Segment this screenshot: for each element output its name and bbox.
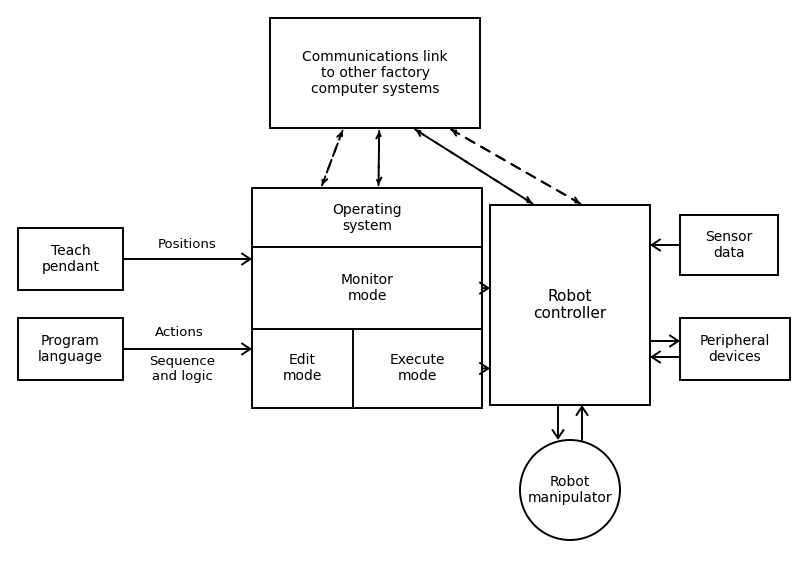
Bar <box>18 318 123 380</box>
Circle shape <box>520 440 620 540</box>
FancyArrowPatch shape <box>480 363 489 374</box>
Text: Operating
system: Operating system <box>332 203 402 233</box>
FancyArrowPatch shape <box>652 240 680 251</box>
Bar <box>270 18 480 128</box>
FancyArrowPatch shape <box>650 335 679 346</box>
Text: Communications link
to other factory
computer systems: Communications link to other factory com… <box>302 50 448 96</box>
Bar <box>680 318 790 380</box>
Text: Program
language: Program language <box>38 334 103 364</box>
Text: Peripheral
devices: Peripheral devices <box>700 334 770 364</box>
Text: Actions: Actions <box>155 326 204 339</box>
Bar <box>18 228 123 290</box>
Text: Positions: Positions <box>158 238 217 251</box>
Text: Sensor
data: Sensor data <box>705 230 753 260</box>
FancyArrowPatch shape <box>123 343 250 354</box>
Bar <box>490 205 650 405</box>
Bar <box>252 188 482 408</box>
FancyArrowPatch shape <box>576 407 588 440</box>
FancyArrowPatch shape <box>652 352 680 363</box>
Text: Edit
mode: Edit mode <box>283 353 322 384</box>
Text: Robot
controller: Robot controller <box>534 289 607 321</box>
FancyArrowPatch shape <box>480 283 489 294</box>
Text: Execute
mode: Execute mode <box>390 353 445 384</box>
Text: Monitor
mode: Monitor mode <box>341 273 394 303</box>
Bar <box>680 215 778 275</box>
Text: Teach
pendant: Teach pendant <box>42 244 100 274</box>
Text: Robot
manipulator: Robot manipulator <box>528 475 613 505</box>
Text: Sequence
and logic: Sequence and logic <box>150 355 216 383</box>
FancyArrowPatch shape <box>123 254 250 265</box>
FancyArrowPatch shape <box>552 405 563 438</box>
